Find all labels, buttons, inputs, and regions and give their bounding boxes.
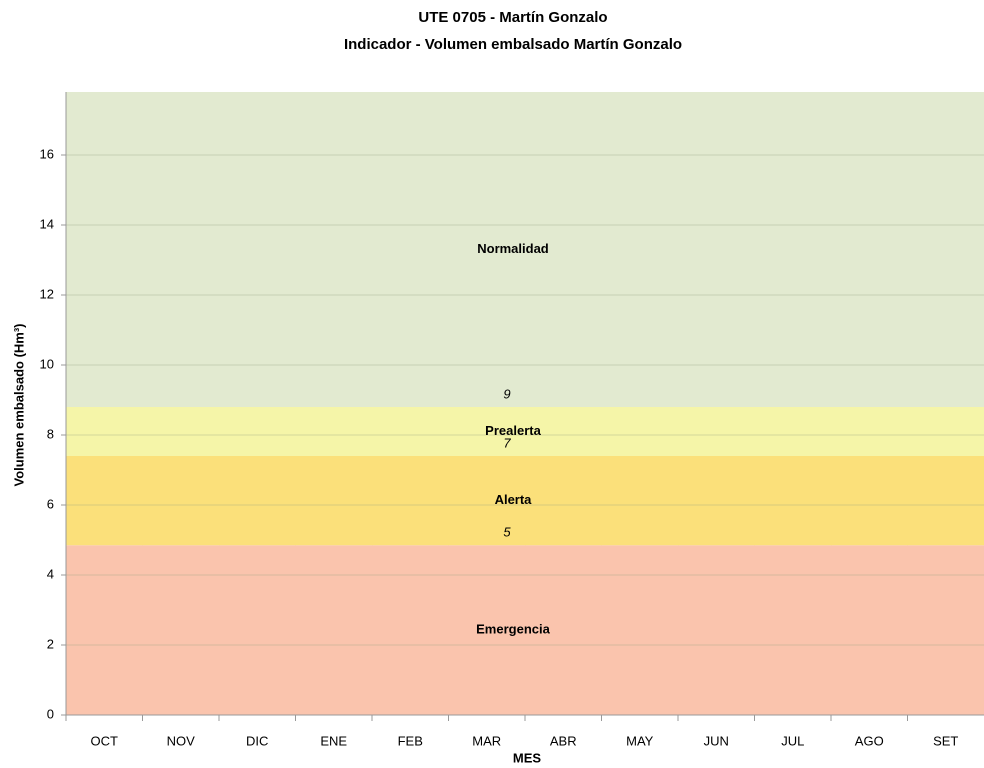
y-tick-label: 10 <box>40 356 54 371</box>
y-tick-label: 2 <box>47 636 54 651</box>
threshold-label: 7 <box>503 435 511 450</box>
x-tick-label: JUN <box>704 733 729 748</box>
band-segment <box>678 407 755 456</box>
y-tick-label: 4 <box>47 566 54 581</box>
band-segment <box>525 456 602 546</box>
x-tick-label: MAR <box>472 733 501 748</box>
chart-title: UTE 0705 - Martín Gonzalo <box>418 9 607 26</box>
band-segment <box>372 545 449 715</box>
band-segment <box>219 545 296 715</box>
band-segment <box>66 92 143 407</box>
x-axis-title: MES <box>513 750 542 765</box>
y-axis-title: Volumen embalsado (Hm³) <box>11 323 26 486</box>
threshold-label: 9 <box>503 386 510 401</box>
band-segment <box>66 407 143 456</box>
band-label: Normalidad <box>477 241 549 256</box>
band-segment <box>907 407 984 456</box>
band-segment <box>831 545 908 715</box>
band-segment <box>66 456 143 546</box>
band-segment <box>678 456 755 546</box>
band-segment <box>372 92 449 407</box>
band-segment <box>448 92 526 407</box>
chart-subtitle: Indicador - Volumen embalsado Martín Gon… <box>344 36 682 53</box>
band-segment <box>219 407 296 456</box>
band-segment <box>219 92 296 407</box>
band-segment <box>66 545 143 715</box>
band-segment <box>601 407 679 456</box>
band-segment <box>601 92 679 407</box>
band-segment <box>448 456 526 546</box>
band-segment <box>907 545 984 715</box>
band-segment <box>754 407 832 456</box>
band-segment <box>754 92 832 407</box>
band-segment <box>295 92 373 407</box>
band-segment <box>601 545 679 715</box>
x-tick-label: ENE <box>320 733 347 748</box>
band-segment <box>907 456 984 546</box>
x-tick-label: SET <box>933 733 958 748</box>
band-segment <box>372 456 449 546</box>
band-segment <box>295 545 373 715</box>
x-tick-label: DIC <box>246 733 268 748</box>
y-tick-label: 12 <box>40 286 54 301</box>
y-tick-label: 6 <box>47 496 54 511</box>
band-segment <box>831 456 908 546</box>
band-segment <box>448 407 526 456</box>
band-segment <box>754 456 832 546</box>
band-segment <box>754 545 832 715</box>
band-segment <box>831 407 908 456</box>
x-tick-label: MAY <box>626 733 654 748</box>
band-segment <box>142 456 220 546</box>
band-label: Emergencia <box>476 622 550 637</box>
band-segment <box>219 456 296 546</box>
band-segment <box>525 407 602 456</box>
band-segment <box>372 407 449 456</box>
band-segment <box>831 92 908 407</box>
x-tick-label: AGO <box>855 733 884 748</box>
x-tick-label: ABR <box>550 733 577 748</box>
band-segment <box>525 545 602 715</box>
x-tick-label: FEB <box>398 733 423 748</box>
band-segment <box>601 456 679 546</box>
threshold-label: 5 <box>503 525 511 540</box>
x-tick-label: JUL <box>781 733 804 748</box>
x-tick-label: OCT <box>91 733 119 748</box>
band-segment <box>142 407 220 456</box>
y-tick-label: 0 <box>47 706 54 721</box>
y-tick-label: 16 <box>40 146 54 161</box>
band-segment <box>525 92 602 407</box>
band-label: Alerta <box>495 492 533 507</box>
band-segment <box>142 545 220 715</box>
band-segment <box>907 92 984 407</box>
band-segment <box>678 545 755 715</box>
y-tick-label: 14 <box>40 216 54 231</box>
band-segment <box>448 545 526 715</box>
band-segment <box>142 92 220 407</box>
band-segment <box>678 92 755 407</box>
y-tick-label: 8 <box>47 426 54 441</box>
x-tick-label: NOV <box>167 733 196 748</box>
band-segment <box>295 456 373 546</box>
band-label: Prealerta <box>485 423 541 438</box>
band-segment <box>295 407 373 456</box>
